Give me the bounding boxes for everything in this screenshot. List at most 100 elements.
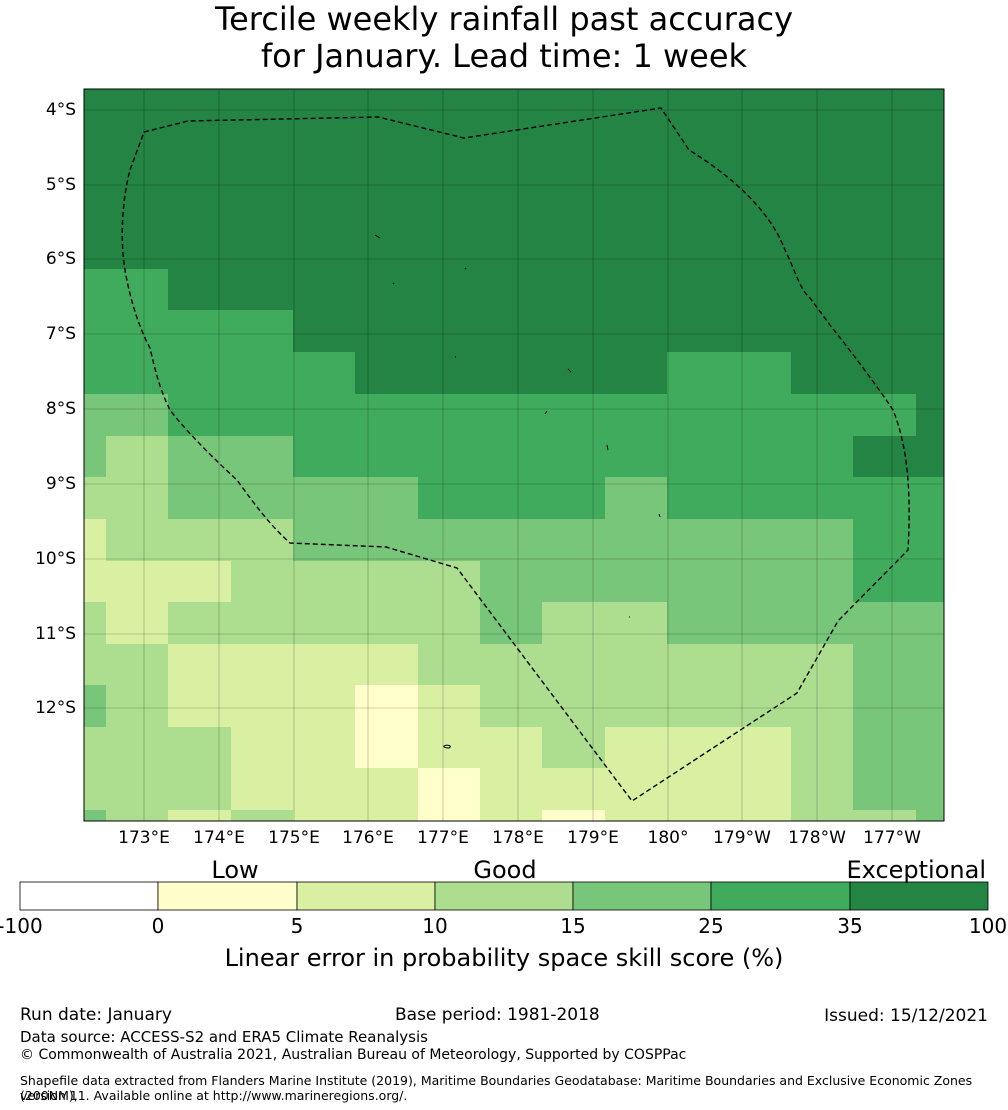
issued-date: Issued: 15/12/2021 bbox=[824, 1006, 988, 1026]
grid-cell bbox=[355, 768, 419, 811]
longitude-label: 177°E bbox=[417, 828, 469, 848]
grid-cell bbox=[231, 269, 294, 311]
skill-score-grid bbox=[84, 89, 945, 822]
colorbar-segment bbox=[434, 881, 574, 911]
grid-cell bbox=[667, 727, 730, 769]
longitude-label: 178°W bbox=[788, 828, 846, 848]
grid-cell bbox=[168, 310, 232, 353]
shapefile-credit-line-2: version 11. Available online at http://w… bbox=[20, 1088, 408, 1103]
grid-cell bbox=[106, 561, 169, 603]
island-outline bbox=[658, 513, 661, 518]
grid-cell bbox=[791, 310, 854, 353]
grid-cell bbox=[480, 644, 543, 686]
island-outline bbox=[464, 267, 467, 270]
grid-cell bbox=[84, 269, 107, 311]
grid-cell bbox=[853, 310, 917, 353]
grid-cell bbox=[355, 436, 419, 478]
grid-cell bbox=[84, 89, 107, 270]
grid-cell bbox=[605, 644, 668, 686]
colorbar-segment bbox=[849, 881, 989, 911]
grid-cell bbox=[480, 477, 543, 520]
grid-cell bbox=[106, 352, 169, 395]
grid-cell bbox=[916, 768, 945, 811]
grid-cell bbox=[729, 352, 792, 395]
grid-cell bbox=[667, 519, 730, 562]
longitude-label: 179°E bbox=[567, 828, 619, 848]
grid-cell bbox=[106, 269, 169, 311]
island-outlines bbox=[374, 234, 661, 749]
longitude-label: 177°W bbox=[863, 828, 921, 848]
grid-cell bbox=[480, 768, 543, 811]
grid-cell bbox=[667, 477, 730, 520]
grid-cell bbox=[605, 519, 668, 562]
grid-cell bbox=[729, 810, 792, 822]
grid-cell bbox=[791, 768, 854, 811]
grid-cell bbox=[480, 89, 543, 270]
category-good-label: Good bbox=[473, 856, 537, 884]
grid-cell bbox=[84, 602, 107, 645]
grid-cell bbox=[231, 810, 294, 822]
grid-cell bbox=[418, 685, 481, 728]
grid-cell bbox=[791, 561, 854, 603]
graticule bbox=[84, 89, 944, 821]
grid-cell bbox=[853, 89, 917, 270]
grid-cell bbox=[355, 810, 419, 822]
grid-cell bbox=[168, 602, 232, 645]
colorbar-tick-label: 5 bbox=[290, 914, 304, 938]
grid-cell bbox=[542, 394, 606, 437]
grid-cell bbox=[293, 810, 356, 822]
grid-cell bbox=[418, 310, 481, 353]
grid-cell bbox=[605, 561, 668, 603]
grid-cell bbox=[480, 394, 543, 437]
grid-cell bbox=[293, 269, 356, 311]
grid-cell bbox=[667, 810, 730, 822]
grid-cell bbox=[605, 436, 668, 478]
grid-cell bbox=[106, 89, 169, 270]
longitude-label: 174°E bbox=[193, 828, 245, 848]
grid-cell bbox=[667, 768, 730, 811]
latitude-label: 9°S bbox=[45, 474, 76, 494]
grid-cell bbox=[729, 727, 792, 769]
colorbar-tick-label: 15 bbox=[560, 914, 586, 938]
grid-cell bbox=[791, 89, 854, 270]
grid-cell bbox=[355, 602, 419, 645]
island-outline bbox=[443, 744, 451, 749]
grid-cell bbox=[791, 519, 854, 562]
grid-cell bbox=[542, 310, 606, 353]
grid-cell bbox=[729, 477, 792, 520]
grid-cell bbox=[231, 727, 294, 769]
grid-cell bbox=[418, 810, 481, 822]
grid-cell bbox=[231, 352, 294, 395]
grid-cell bbox=[667, 685, 730, 728]
colorbar-title: Linear error in probability space skill … bbox=[224, 944, 784, 972]
grid-cell bbox=[168, 768, 232, 811]
grid-cell bbox=[667, 89, 730, 270]
colorbar bbox=[19, 881, 989, 911]
grid-cell bbox=[168, 436, 232, 478]
category-exceptional-label: Exceptional bbox=[846, 856, 987, 884]
grid-cell bbox=[542, 768, 606, 811]
grid-cell bbox=[168, 394, 232, 437]
grid-cell bbox=[605, 310, 668, 353]
run-date: Run date: January bbox=[20, 1005, 172, 1025]
grid-cell bbox=[106, 810, 169, 822]
grid-cell bbox=[231, 561, 294, 603]
grid-cell bbox=[853, 768, 917, 811]
grid-cell bbox=[729, 269, 792, 311]
grid-cell bbox=[667, 644, 730, 686]
grid-cell bbox=[667, 394, 730, 437]
longitude-label: 180° bbox=[647, 828, 689, 848]
grid-cell bbox=[231, 519, 294, 562]
grid-cell bbox=[542, 477, 606, 520]
grid-cell bbox=[84, 352, 107, 395]
grid-cell bbox=[791, 685, 854, 728]
colorbar-segment bbox=[296, 881, 436, 911]
grid-cell bbox=[916, 477, 945, 520]
grid-cell bbox=[293, 768, 356, 811]
grid-cell bbox=[355, 310, 419, 353]
grid-cell bbox=[106, 436, 169, 478]
grid-cell bbox=[729, 310, 792, 353]
grid-cell bbox=[916, 519, 945, 562]
grid-cell bbox=[418, 269, 481, 311]
